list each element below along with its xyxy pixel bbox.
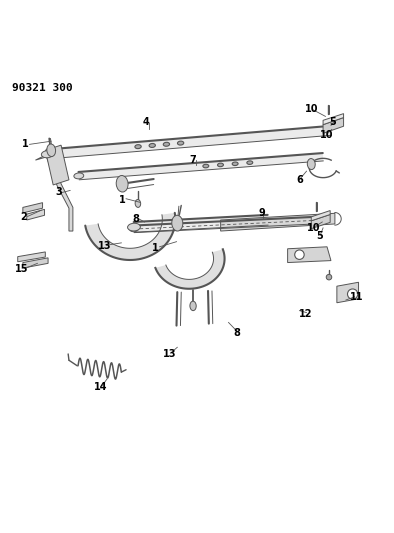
Polygon shape <box>27 209 45 220</box>
Ellipse shape <box>232 162 238 166</box>
Text: 7: 7 <box>190 155 197 165</box>
Polygon shape <box>23 203 43 213</box>
Polygon shape <box>323 118 344 133</box>
Ellipse shape <box>177 141 184 145</box>
Text: 3: 3 <box>56 188 63 197</box>
Circle shape <box>295 250 304 260</box>
Text: 8: 8 <box>233 328 240 338</box>
Ellipse shape <box>116 175 128 192</box>
Ellipse shape <box>135 144 141 149</box>
Text: 10: 10 <box>320 130 333 140</box>
Polygon shape <box>311 211 330 221</box>
Ellipse shape <box>190 301 196 311</box>
Ellipse shape <box>307 158 315 169</box>
Circle shape <box>326 274 332 280</box>
Text: 8: 8 <box>132 214 139 224</box>
Polygon shape <box>337 282 359 303</box>
Text: 4: 4 <box>142 117 149 127</box>
Polygon shape <box>35 152 73 231</box>
Text: 1: 1 <box>152 243 159 253</box>
Ellipse shape <box>135 199 141 207</box>
Ellipse shape <box>172 215 183 231</box>
Ellipse shape <box>203 164 209 168</box>
Text: 12: 12 <box>299 309 312 319</box>
Polygon shape <box>47 126 331 159</box>
Polygon shape <box>311 214 330 229</box>
Text: 2: 2 <box>20 212 27 222</box>
Polygon shape <box>134 215 268 232</box>
Polygon shape <box>85 213 175 260</box>
Text: 15: 15 <box>15 264 28 274</box>
Text: 10: 10 <box>305 104 318 114</box>
Text: 13: 13 <box>163 349 176 359</box>
Ellipse shape <box>247 161 253 164</box>
Text: 5: 5 <box>329 117 336 126</box>
Polygon shape <box>155 249 225 289</box>
Ellipse shape <box>74 173 84 179</box>
Polygon shape <box>134 216 323 232</box>
Text: 90321 300: 90321 300 <box>12 83 72 93</box>
Polygon shape <box>18 252 45 262</box>
Ellipse shape <box>217 163 223 167</box>
Polygon shape <box>45 145 69 185</box>
Polygon shape <box>221 213 335 231</box>
Polygon shape <box>23 258 48 268</box>
Circle shape <box>348 289 358 299</box>
Text: 9: 9 <box>258 208 266 219</box>
Text: 1: 1 <box>22 139 29 149</box>
Ellipse shape <box>41 151 53 158</box>
Ellipse shape <box>128 223 140 231</box>
Text: 1: 1 <box>119 195 126 205</box>
Text: 14: 14 <box>94 383 107 392</box>
Polygon shape <box>288 247 331 263</box>
Text: 6: 6 <box>296 175 303 185</box>
Ellipse shape <box>149 143 155 148</box>
Polygon shape <box>78 153 323 180</box>
Text: 13: 13 <box>98 240 111 251</box>
Text: 10: 10 <box>307 223 320 233</box>
Ellipse shape <box>47 144 56 157</box>
Polygon shape <box>323 114 344 125</box>
Text: 11: 11 <box>350 292 363 302</box>
Ellipse shape <box>163 142 169 146</box>
Text: 5: 5 <box>316 231 323 241</box>
Ellipse shape <box>130 227 138 232</box>
